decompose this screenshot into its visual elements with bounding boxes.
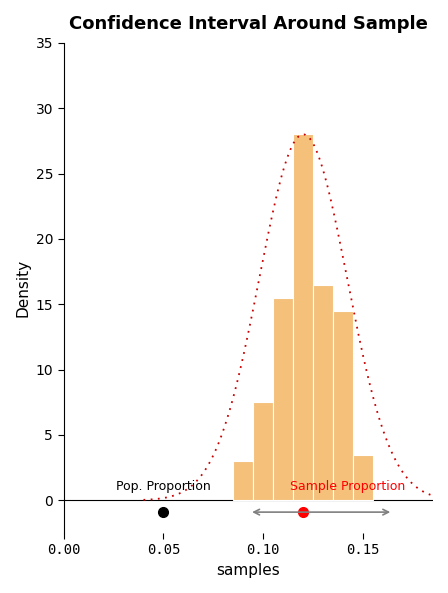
Y-axis label: Density: Density (15, 259, 30, 317)
Bar (333, 311, 353, 500)
Text: Pop. Proportion: Pop. Proportion (116, 480, 211, 493)
Bar (233, 461, 253, 500)
Bar (253, 402, 273, 500)
Bar (313, 285, 333, 500)
Text: Sample Proportion: Sample Proportion (289, 480, 405, 493)
Bar (293, 135, 313, 500)
Bar (353, 455, 373, 500)
Title: Confidence Interval Around Sample: Confidence Interval Around Sample (69, 15, 428, 33)
Bar (273, 298, 293, 500)
X-axis label: samples: samples (216, 563, 280, 578)
